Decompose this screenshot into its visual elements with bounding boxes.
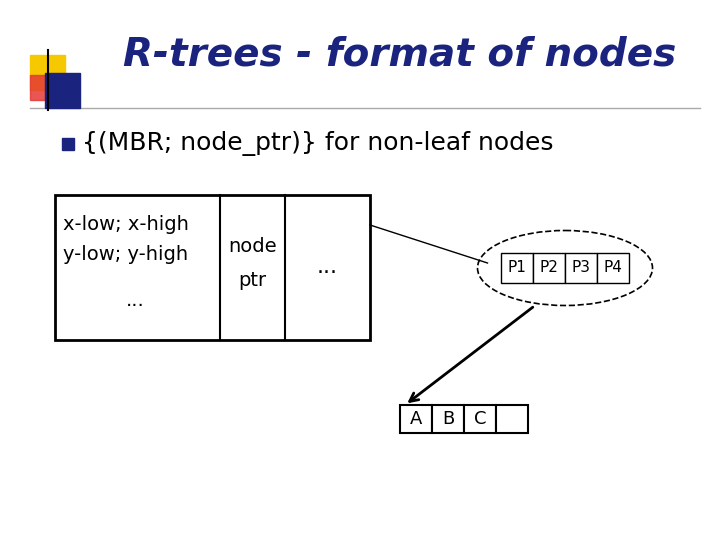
Bar	[62, 138, 74, 150]
Text: P2: P2	[539, 260, 559, 275]
Bar	[496, 405, 528, 433]
Text: y-low; y-high: y-low; y-high	[63, 246, 188, 265]
Bar	[565, 253, 597, 283]
Bar	[464, 405, 496, 433]
Text: ptr: ptr	[238, 271, 266, 289]
Text: R-trees - format of nodes: R-trees - format of nodes	[123, 36, 677, 74]
Bar	[55, 195, 370, 340]
Text: ...: ...	[125, 291, 145, 309]
Text: x-low; x-high: x-low; x-high	[63, 215, 189, 234]
Text: P1: P1	[508, 260, 526, 275]
Text: P3: P3	[572, 260, 590, 275]
Bar	[533, 253, 565, 283]
Ellipse shape	[477, 231, 652, 306]
Text: P4: P4	[603, 260, 622, 275]
Text: node: node	[228, 238, 276, 256]
Text: ...: ...	[317, 257, 338, 277]
Text: A: A	[410, 410, 422, 428]
Bar	[45, 73, 80, 108]
Bar	[597, 253, 629, 283]
Bar	[400, 405, 432, 433]
Text: B: B	[442, 410, 454, 428]
Bar	[30, 75, 65, 99]
Bar	[30, 55, 65, 90]
Bar	[501, 253, 533, 283]
Text: C: C	[474, 410, 486, 428]
Text: {(MBR; node_ptr)} for non-leaf nodes: {(MBR; node_ptr)} for non-leaf nodes	[82, 132, 554, 157]
Bar	[432, 405, 464, 433]
